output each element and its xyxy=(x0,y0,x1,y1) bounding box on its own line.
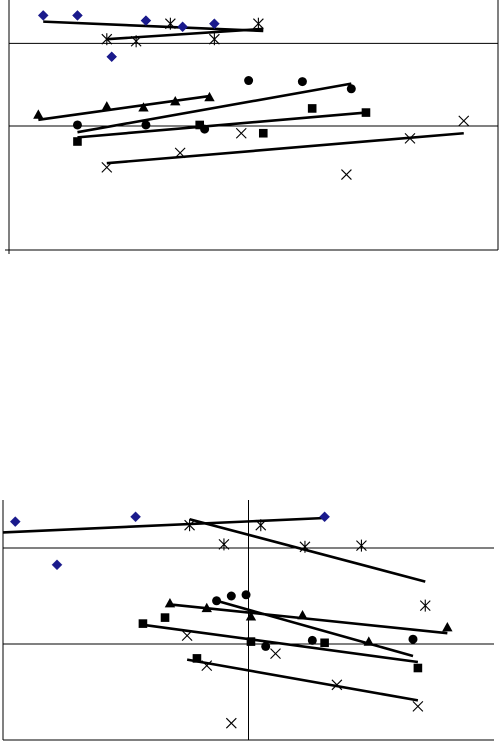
data-point-triangle-1 xyxy=(201,602,212,613)
data-point-cross-5 xyxy=(341,169,352,180)
data-point-square-0 xyxy=(138,619,148,628)
series-square xyxy=(138,613,423,673)
data-point-circle-1 xyxy=(297,77,307,87)
data-point-circle-0 xyxy=(244,76,254,86)
data-point-triangle-2 xyxy=(245,611,257,621)
series-square xyxy=(73,104,371,146)
data-point-circle-3 xyxy=(261,641,271,651)
data-point-star-1 xyxy=(255,519,267,532)
data-point-triangle-1 xyxy=(101,101,112,111)
data-point-square-2 xyxy=(246,637,256,646)
series-circle xyxy=(72,76,356,134)
data-point-square-4 xyxy=(73,137,82,146)
data-point-star-3 xyxy=(299,540,311,553)
data-point-star-0 xyxy=(164,17,176,30)
data-point-cross-3 xyxy=(331,679,343,691)
data-point-cross-5 xyxy=(412,701,424,712)
data-point-cross-0 xyxy=(235,127,247,139)
trend-line-star xyxy=(106,27,264,41)
data-point-diamond-2 xyxy=(319,511,330,523)
data-point-triangle-3 xyxy=(297,610,308,620)
data-point-diamond-2 xyxy=(140,15,152,26)
data-point-diamond-1 xyxy=(72,10,83,21)
data-point-cross-1 xyxy=(458,115,470,127)
data-point-square-3 xyxy=(258,128,268,138)
data-point-triangle-2 xyxy=(138,102,149,112)
data-point-circle-4 xyxy=(307,635,317,645)
data-point-star-2 xyxy=(218,538,230,551)
data-point-cross-2 xyxy=(270,648,281,659)
trend-line-square xyxy=(142,623,419,664)
data-point-diamond-0 xyxy=(9,516,21,527)
series-star xyxy=(101,17,264,48)
trend-line-diamond xyxy=(2,516,325,534)
data-point-circle-4 xyxy=(141,120,151,130)
data-point-diamond-4 xyxy=(209,18,220,30)
data-point-circle-2 xyxy=(346,84,356,94)
data-point-square-5 xyxy=(413,663,423,673)
series-star xyxy=(184,517,431,612)
series-triangle xyxy=(164,598,453,646)
trend-line-square xyxy=(77,111,367,139)
data-point-star-2 xyxy=(101,33,113,46)
data-point-cross-1 xyxy=(201,660,213,671)
data-point-star-0 xyxy=(184,519,195,532)
series-diamond xyxy=(37,10,264,63)
data-point-triangle-0 xyxy=(33,109,44,119)
data-point-diamond-1 xyxy=(130,511,141,523)
trend-line-circle xyxy=(77,82,352,134)
trend-line-triangle xyxy=(38,94,210,122)
data-point-cross-4 xyxy=(101,161,113,173)
chart-bottom xyxy=(2,500,494,741)
data-point-star-4 xyxy=(130,35,142,48)
data-point-star-1 xyxy=(253,17,264,30)
trend-line-circle xyxy=(216,599,414,658)
data-point-circle-3 xyxy=(72,120,82,130)
plot-frame xyxy=(5,0,499,254)
data-point-cross-3 xyxy=(174,147,186,159)
data-point-cross-2 xyxy=(404,133,416,144)
data-point-square-1 xyxy=(361,108,371,117)
data-point-circle-0 xyxy=(212,596,222,606)
data-point-diamond-3 xyxy=(51,559,63,571)
data-point-triangle-0 xyxy=(164,598,176,608)
data-point-star-4 xyxy=(356,539,367,552)
data-point-circle-1 xyxy=(226,591,236,601)
data-point-circle-5 xyxy=(408,634,418,644)
data-point-star-5 xyxy=(419,599,431,612)
data-point-diamond-3 xyxy=(177,21,188,33)
data-point-star-3 xyxy=(208,33,220,46)
series-cross xyxy=(101,115,470,180)
data-point-diamond-5 xyxy=(106,51,118,63)
trend-line-cross xyxy=(186,658,419,702)
series-diamond xyxy=(2,511,330,571)
trend-line-diamond xyxy=(43,20,264,33)
series-triangle xyxy=(33,91,215,122)
trend-line-triangle xyxy=(169,603,448,635)
data-point-square-2 xyxy=(195,120,205,130)
data-point-cross-4 xyxy=(225,717,237,729)
data-point-triangle-4 xyxy=(363,636,374,646)
data-point-square-4 xyxy=(192,654,202,663)
data-point-triangle-4 xyxy=(204,91,215,102)
chart-top xyxy=(5,0,499,254)
data-point-square-1 xyxy=(160,613,170,622)
data-point-triangle-5 xyxy=(442,622,453,632)
data-point-square-0 xyxy=(307,104,317,113)
data-point-diamond-0 xyxy=(37,10,49,21)
series-circle xyxy=(212,590,418,658)
data-point-square-3 xyxy=(320,638,329,648)
data-point-triangle-3 xyxy=(170,96,181,106)
trend-line-star xyxy=(189,517,426,583)
trend-line-cross xyxy=(106,131,464,165)
data-point-circle-2 xyxy=(241,590,251,600)
series-cross xyxy=(181,630,424,729)
data-point-cross-0 xyxy=(181,630,193,641)
